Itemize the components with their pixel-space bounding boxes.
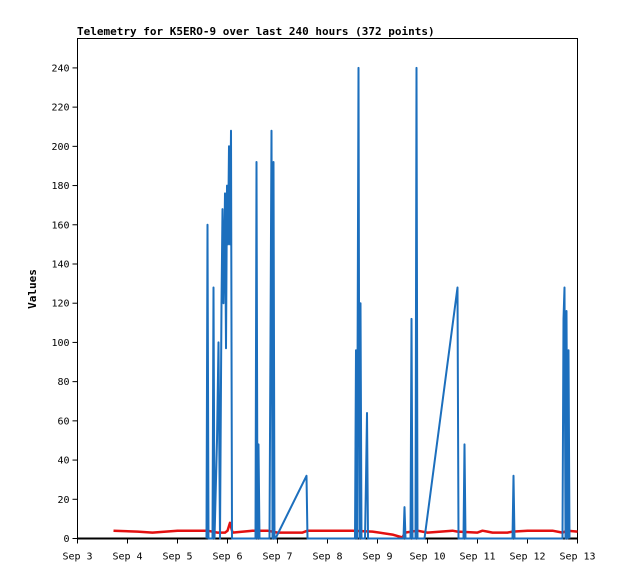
y-tick-label: 80 [57,377,69,388]
y-tick-label: 240 [51,63,69,74]
x-tick-label: Sep 6 [212,552,242,563]
y-tick-label: 40 [57,456,69,467]
x-tick-label: Sep 3 [62,552,92,563]
x-tick-label: Sep 8 [312,552,342,563]
x-tick-label: Sep 13 [559,552,595,563]
y-axis: 0 20 40 60 80 100 120 140 160 180 200 220 240 [51,63,78,545]
x-tick-label: Sep 12 [509,552,545,563]
x-tick-label: Sep 4 [112,552,142,563]
series-layer [113,66,578,540]
plot-frame [77,38,578,539]
y-tick-label: 140 [51,259,69,270]
x-tick-label: Sep 5 [162,552,192,563]
chart-title: Telemetry for K5ERO-9 over last 240 hour… [77,25,435,38]
x-tick-label: Sep 9 [362,552,392,563]
y-tick-label: 100 [51,338,69,349]
y-tick-label: 60 [57,416,69,427]
y-tick-label: 200 [51,142,69,153]
y-tick-label: 180 [51,181,69,192]
y-tick-label: 120 [51,299,69,310]
x-tick-label: Sep 11 [459,552,495,563]
x-axis: Sep 3 Sep 4 Sep 5 Sep 6 Sep 7 Sep 8 Sep 9 Sep 1… [62,537,596,563]
x-tick-label: Sep 7 [262,552,292,563]
y-tick-label: 220 [51,103,69,114]
y-axis-label: Values [26,269,39,309]
y-tick-label: 20 [57,495,69,506]
x-tick-label: Sep 10 [409,552,445,563]
y-tick-label: 160 [51,220,69,231]
series-line-1 [205,66,571,540]
y-tick-label: 0 [63,534,69,545]
series-line-0 [113,521,578,539]
